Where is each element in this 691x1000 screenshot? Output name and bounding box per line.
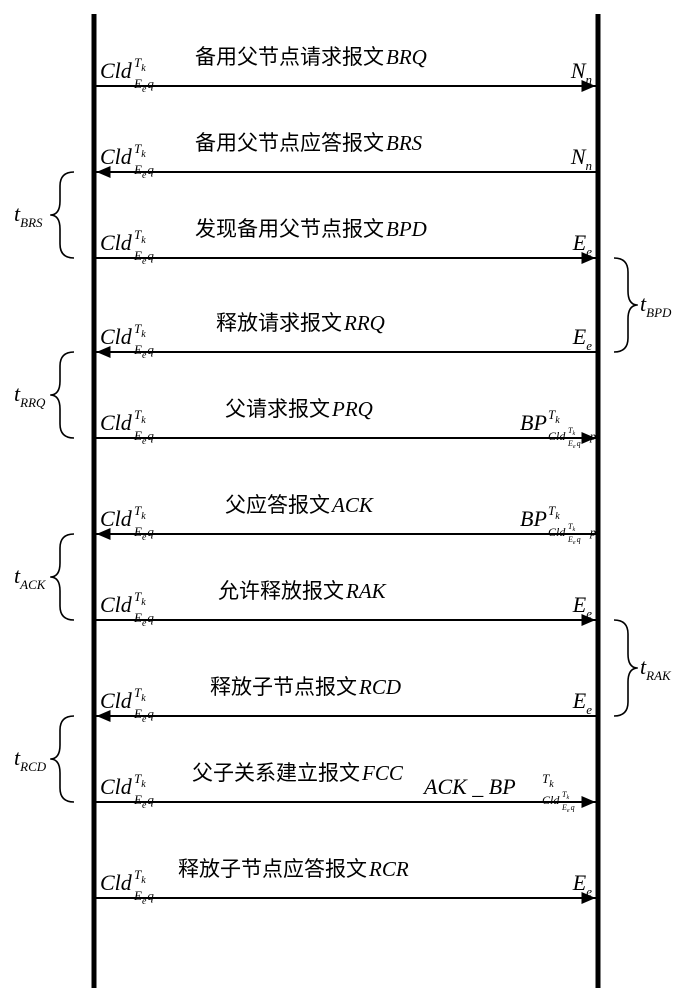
- message-label: 释放请求报文RRQ: [216, 311, 385, 335]
- right-brace-icon: [614, 258, 638, 352]
- right-endpoint-label: Ee: [572, 688, 592, 717]
- left-endpoint-sup: Tk: [134, 771, 146, 790]
- right-endpoint-label: Nn: [570, 144, 592, 173]
- brace-label: tACK: [14, 563, 47, 592]
- message-label: 备用父节点应答报文BRS: [195, 131, 423, 155]
- left-endpoint-sup: Tk: [134, 685, 146, 704]
- message-label: 父子关系建立报文FCC: [192, 761, 404, 785]
- right-endpoint-sup: Tk: [542, 771, 554, 790]
- left-endpoint-label: Cld: [100, 324, 133, 349]
- left-endpoint-sub: Eeq: [133, 706, 154, 725]
- right-endpoint-label: ACK _ BP: [422, 774, 516, 799]
- right-endpoint-sub-sup: Tk: [568, 522, 575, 533]
- right-endpoint-sub-sub: Eeq: [567, 535, 581, 546]
- right-endpoint-label: Ee: [572, 592, 592, 621]
- left-endpoint-sup: Tk: [134, 503, 146, 522]
- right-endpoint-label: Ee: [572, 230, 592, 259]
- left-endpoint-sub: Eeq: [133, 610, 154, 629]
- brace-label: tBRS: [14, 201, 43, 230]
- arrowhead-icon: [582, 796, 596, 808]
- left-endpoint-label: Cld: [100, 592, 133, 617]
- right-endpoint-sub: Cld: [542, 793, 560, 807]
- right-endpoint-sub: Cld: [548, 429, 566, 443]
- left-endpoint-label: Cld: [100, 870, 133, 895]
- left-brace-icon: [50, 716, 74, 802]
- right-endpoint-sub-tail: p: [589, 429, 596, 443]
- left-endpoint-label: Cld: [100, 144, 133, 169]
- left-endpoint-label: Cld: [100, 506, 133, 531]
- right-endpoint-label: BP: [520, 410, 547, 435]
- brace-label: tRRQ: [14, 381, 46, 410]
- right-brace-icon: [614, 620, 638, 716]
- message-label: 备用父节点请求报文BRQ: [195, 45, 427, 69]
- left-endpoint-sub: Eeq: [133, 888, 154, 907]
- left-endpoint-sup: Tk: [134, 407, 146, 426]
- left-brace-icon: [50, 172, 74, 258]
- right-endpoint-sub-sub: Eeq: [561, 803, 575, 814]
- message-label: 释放子节点应答报文RCR: [178, 857, 409, 881]
- left-endpoint-sup: Tk: [134, 321, 146, 340]
- brace-label: tBPD: [640, 291, 672, 320]
- left-endpoint-sub: Eeq: [133, 792, 154, 811]
- message-label: 发现备用父节点报文BPD: [195, 217, 427, 241]
- right-endpoint-sub: Cld: [548, 525, 566, 539]
- left-brace-icon: [50, 534, 74, 620]
- right-endpoint-sub-sup: Tk: [568, 426, 575, 437]
- left-endpoint-sub: Eeq: [133, 524, 154, 543]
- right-endpoint-label: Nn: [570, 58, 592, 87]
- left-endpoint-sup: Tk: [134, 55, 146, 74]
- message-label: 父请求报文PRQ: [225, 397, 373, 421]
- brace-label: tRCD: [14, 745, 47, 774]
- right-endpoint-sub-sup: Tk: [562, 790, 569, 801]
- left-endpoint-label: Cld: [100, 58, 133, 83]
- right-endpoint-label: BP: [520, 506, 547, 531]
- left-endpoint-sup: Tk: [134, 867, 146, 886]
- right-endpoint-sub-sub: Eeq: [567, 439, 581, 450]
- left-endpoint-label: Cld: [100, 774, 133, 799]
- left-endpoint-sup: Tk: [134, 589, 146, 608]
- message-label: 允许释放报文RAK: [218, 579, 387, 603]
- right-endpoint-label: Ee: [572, 870, 592, 899]
- left-endpoint-sub: Eeq: [133, 428, 154, 447]
- right-endpoint-sup: Tk: [548, 503, 560, 522]
- right-endpoint-sub-tail: p: [589, 525, 596, 539]
- left-endpoint-sub: Eeq: [133, 248, 154, 267]
- left-endpoint-label: Cld: [100, 688, 133, 713]
- left-endpoint-label: Cld: [100, 410, 133, 435]
- left-endpoint-sub: Eeq: [133, 162, 154, 181]
- right-endpoint-sup: Tk: [548, 407, 560, 426]
- message-label: 释放子节点报文RCD: [210, 675, 401, 699]
- brace-label: tRAK: [640, 654, 672, 683]
- left-brace-icon: [50, 352, 74, 438]
- message-label: 父应答报文ACK: [225, 493, 374, 517]
- left-endpoint-sub: Eeq: [133, 76, 154, 95]
- left-endpoint-sup: Tk: [134, 141, 146, 160]
- left-endpoint-sub: Eeq: [133, 342, 154, 361]
- left-endpoint-sup: Tk: [134, 227, 146, 246]
- left-endpoint-label: Cld: [100, 230, 133, 255]
- right-endpoint-label: Ee: [572, 324, 592, 353]
